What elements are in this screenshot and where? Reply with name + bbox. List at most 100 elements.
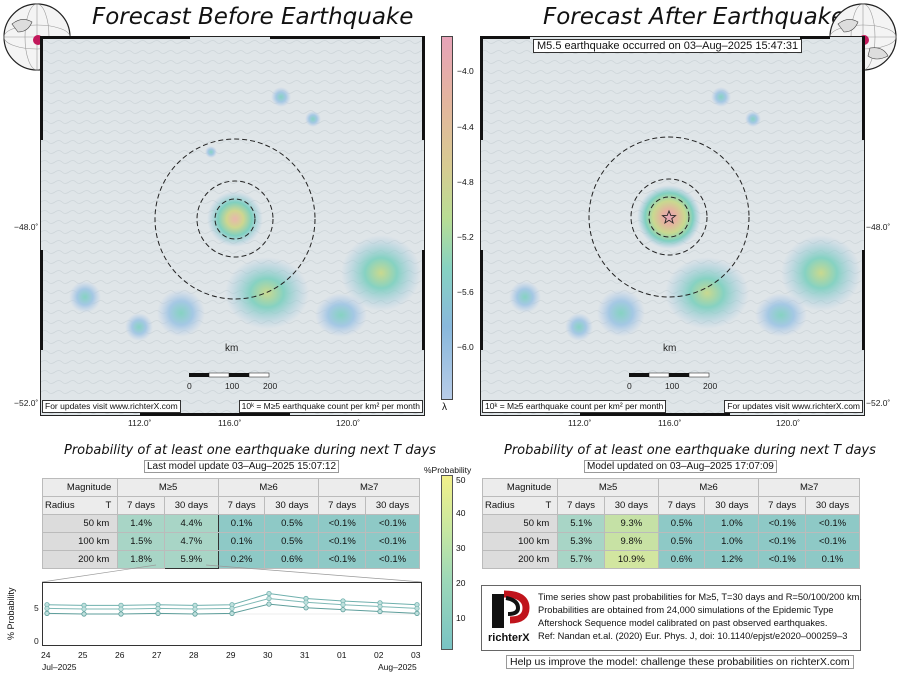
hdr-magnitude: Magnitude <box>481 478 559 497</box>
scale-tick-0: 0 <box>627 381 632 391</box>
ts-point <box>266 595 272 602</box>
hdr-7d: 7 days <box>557 496 605 515</box>
cell: 0.5% <box>657 514 706 533</box>
colorbar-label: −5.2 <box>457 232 474 242</box>
info-line: Aftershock Sequence model calibrated on … <box>538 618 828 628</box>
ts-point <box>118 606 124 612</box>
hdr-t: T <box>545 500 552 511</box>
cell: 0.5% <box>657 532 706 551</box>
scale-tick-100: 100 <box>665 381 680 391</box>
frame-tick <box>40 36 190 39</box>
row-radius: 200 km <box>41 550 119 569</box>
frame-tick <box>800 36 830 39</box>
zoom-connector <box>41 564 423 583</box>
hdr-radius: Radius <box>45 500 75 511</box>
cell: 1.8% <box>117 550 165 569</box>
hdr-30d: 30 days <box>163 496 219 515</box>
cell: <0.1% <box>758 514 806 533</box>
ts-point <box>192 611 198 617</box>
hdr-30d: 30 days <box>603 496 659 515</box>
ts-point <box>303 599 309 605</box>
map-after[interactable]: M5.5 earthquake occurred on 03–Aug–2025 … <box>480 36 865 416</box>
prob-title-right: Probability of at least one earthquake d… <box>504 443 876 458</box>
ts-point <box>155 605 161 612</box>
cell: <0.1% <box>364 550 421 569</box>
colorbar-label: −4.0 <box>457 66 474 76</box>
cell: 0.6% <box>657 550 706 569</box>
logo-text: richterX <box>488 632 530 644</box>
table-row: 100 km 5.3% 9.8% 0.5% 1.0% <0.1% <0.1% <box>481 532 861 551</box>
colorbar-label: −6.0 <box>457 342 474 352</box>
ts-point <box>414 610 420 616</box>
cell: 5.1% <box>557 514 605 533</box>
map-after-canvas <box>481 37 864 415</box>
scale-unit: km <box>663 343 677 354</box>
ts-xtick: 02 <box>374 650 384 660</box>
lon-tick-112: 112.0˚ <box>128 418 152 428</box>
map-before-canvas <box>41 37 424 415</box>
cell: <0.1% <box>804 514 861 533</box>
cell: 5.7% <box>557 550 605 569</box>
ts-point <box>155 610 161 616</box>
ts-point <box>377 608 383 615</box>
frame-tick <box>422 250 425 350</box>
cell: <0.1% <box>364 532 421 551</box>
ts-point <box>44 610 50 616</box>
hdr-radius-t: Radius T <box>41 496 119 515</box>
ts-month-start: Jul–2025 <box>42 662 77 672</box>
hdr-7d: 7 days <box>318 496 366 515</box>
ts-ytick: 5 <box>34 603 39 613</box>
table-row: 200 km 5.7% 10.9% 0.6% 1.2% <0.1% 0.1% <box>481 550 861 569</box>
prob-colorbar-label: 40 <box>456 508 466 518</box>
ts-point <box>229 605 235 612</box>
hdr-magnitude: Magnitude <box>41 478 119 497</box>
cell: 5.3% <box>557 532 605 551</box>
hdr-radius-t: Radius T <box>481 496 559 515</box>
ts-xtick: 01 <box>337 650 347 660</box>
map-before[interactable]: km 0 100 200 For updates visit www.richt… <box>40 36 425 416</box>
table-row: 200 km 1.8% 5.9% 0.2% 0.6% <0.1% <0.1% <box>41 550 421 569</box>
cell: 0.2% <box>217 550 266 569</box>
frame-tick <box>480 36 483 140</box>
colorbar-label: −4.8 <box>457 177 474 187</box>
hdr-30d: 30 days <box>704 496 760 515</box>
hdr-t: T <box>105 500 112 511</box>
epicenter-star-icon <box>661 209 677 225</box>
lon-tick-112: 112.0˚ <box>568 418 592 428</box>
cell: 0.1% <box>217 514 266 533</box>
ts-point <box>340 607 346 613</box>
prob-title-left: Probability of at least one earthquake d… <box>64 443 436 458</box>
ts-xtick: 27 <box>152 650 162 660</box>
ts-point <box>266 590 272 597</box>
lat-tick-52: −52.0˚ <box>866 398 891 408</box>
frame-tick <box>40 250 43 350</box>
frame-tick <box>480 250 483 350</box>
prob-colorbar-label: 50 <box>456 475 466 485</box>
ts-point <box>340 602 346 608</box>
timeseries-plot[interactable] <box>42 582 422 646</box>
table-row: 50 km 5.1% 9.3% 0.5% 1.0% <0.1% <0.1% <box>481 514 861 533</box>
timeseries-ylabel: % Probability <box>6 587 16 640</box>
cell: <0.1% <box>804 532 861 551</box>
footnote-updates-left[interactable]: For updates visit www.richterX.com <box>42 400 181 413</box>
help-link[interactable]: Help us improve the model: challenge the… <box>506 655 854 669</box>
ts-month-end: Aug–2025 <box>378 662 417 672</box>
ts-point <box>229 610 235 616</box>
info-box: richterX Time series show past probabili… <box>481 585 862 651</box>
lambda-colorbar <box>441 36 453 400</box>
cell: <0.1% <box>318 532 366 551</box>
ts-point <box>414 605 420 612</box>
ts-xtick: 31 <box>300 650 310 660</box>
ts-point <box>192 606 198 612</box>
footnote-updates-right[interactable]: For updates visit www.richterX.com <box>724 400 863 413</box>
footnote-units-left: 10ᵏ = M≥5 earthquake count per km² per m… <box>238 400 423 413</box>
ts-xtick: 25 <box>78 650 88 660</box>
cell-selected: 4.7% <box>163 532 219 551</box>
ts-point <box>377 603 383 610</box>
prob-table-right: Magnitude M≥5 M≥6 M≥7 Radius T 7 days 30… <box>481 478 861 569</box>
title-before: Forecast Before Earthquake <box>92 4 414 30</box>
cell: 0.1% <box>217 532 266 551</box>
colorbar-symbol: λ <box>442 402 447 413</box>
scale-tick-200: 200 <box>703 381 718 391</box>
ts-point <box>303 605 309 611</box>
